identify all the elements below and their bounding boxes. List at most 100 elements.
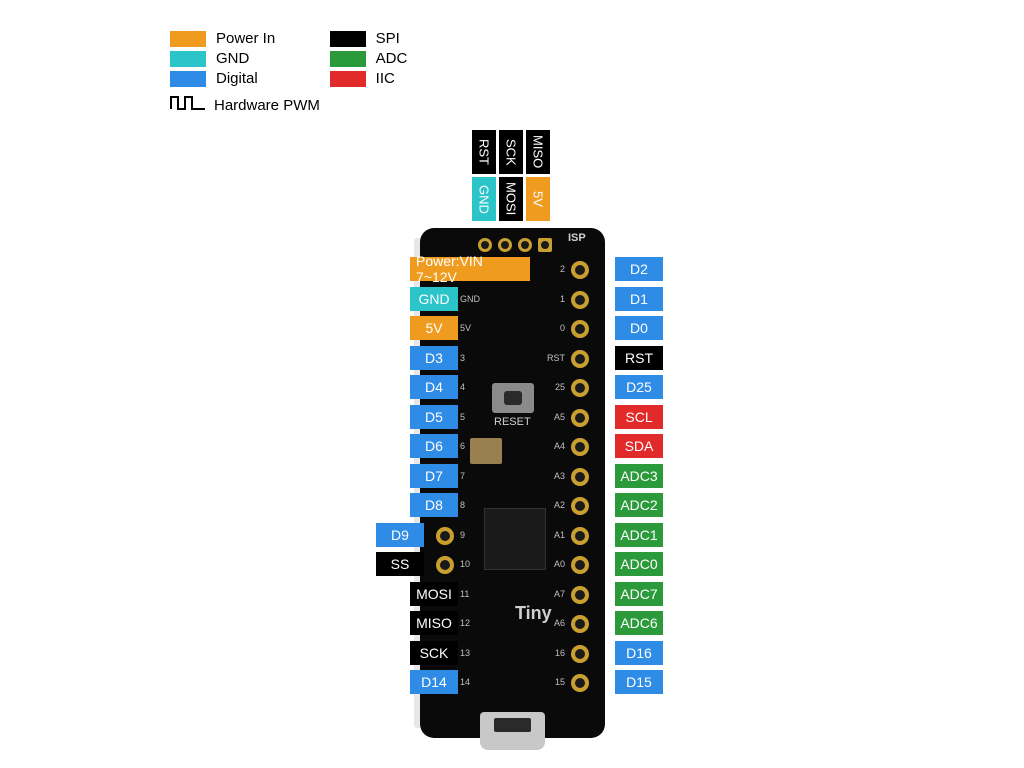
isp-silkscreen: ISP: [568, 232, 586, 244]
pin-silkscreen: 2: [560, 264, 565, 274]
legend-col-1: Power In GND Digital: [170, 30, 275, 90]
pin-silkscreen: 11: [460, 589, 469, 599]
legend-swatch: [330, 51, 366, 67]
pin-hole: A0: [571, 556, 589, 574]
pin-silkscreen: 9: [460, 530, 465, 540]
pin-hole: 2: [571, 261, 589, 279]
pin-label: SCL: [615, 405, 663, 429]
pin-silkscreen: 10: [460, 559, 470, 569]
pin-label: ADC7: [615, 582, 663, 606]
pin-silkscreen: 5: [460, 412, 465, 422]
legend-label: Hardware PWM: [214, 97, 320, 114]
pin-label: D2: [615, 257, 663, 281]
pin-hole: RST: [571, 350, 589, 368]
crystal-icon: [470, 438, 502, 464]
board-name: Tiny: [515, 603, 552, 624]
pin-silkscreen: A6: [554, 618, 565, 628]
pin-silkscreen: A4: [554, 441, 565, 451]
legend-swatch: [330, 31, 366, 47]
legend-swatch: [330, 71, 366, 87]
pin-silkscreen: 3: [460, 353, 465, 363]
pin-label-sck: SCK: [499, 130, 523, 174]
pin-silkscreen: 15: [555, 677, 565, 687]
pin-silkscreen: GND: [460, 294, 480, 304]
pin-silkscreen: RST: [547, 353, 565, 363]
pin-silkscreen: 0: [560, 323, 565, 333]
isp-header: [478, 238, 552, 252]
pin-silkscreen: 5V: [460, 323, 471, 333]
mcu-chip-icon: [484, 508, 546, 570]
isp-pin: [498, 238, 512, 252]
pin-label: SCK: [410, 641, 458, 665]
pin-hole: 10: [436, 556, 454, 574]
pin-silkscreen: A1: [554, 530, 565, 540]
pin-silkscreen: A7: [554, 589, 565, 599]
isp-pin: [518, 238, 532, 252]
pin-hole: 25: [571, 379, 589, 397]
isp-col: SCK MOSI: [499, 130, 523, 221]
pin-label: MOSI: [410, 582, 458, 606]
isp-col: MISO 5V: [526, 130, 550, 221]
legend-item: ADC: [330, 50, 408, 67]
legend-label: Digital: [216, 70, 258, 87]
isp-pin: [538, 238, 552, 252]
pin-label: D1: [615, 287, 663, 311]
pin-hole: A7: [571, 586, 589, 604]
pin-column-right: 210RST25A5A4A3A2A1A0A7A61615: [571, 261, 589, 704]
pin-label-row: D10SS: [376, 552, 410, 576]
pin-label: ADC1: [615, 523, 663, 547]
pin-silkscreen: 14: [460, 677, 470, 687]
pin-label: 5V: [410, 316, 458, 340]
pin-label: GND: [410, 287, 458, 311]
pin-label: SDA: [615, 434, 663, 458]
pin-label: MISO: [410, 611, 458, 635]
pin-label: RST: [615, 346, 663, 370]
pin-label-gnd: GND: [472, 177, 496, 221]
pin-hole: A3: [571, 468, 589, 486]
legend-col-2: SPI ADC IIC: [330, 30, 408, 90]
reset-button: [492, 383, 534, 413]
isp-pin: [478, 238, 492, 252]
legend-swatch: [170, 71, 206, 87]
legend-swatch: [170, 51, 206, 67]
pin-label: D7: [410, 464, 458, 488]
legend-pwm: Hardware PWM: [170, 95, 457, 116]
pin-silkscreen: 16: [555, 648, 565, 658]
legend-item: IIC: [330, 70, 408, 87]
pin-label: D4: [410, 375, 458, 399]
pin-silkscreen: 7: [460, 471, 465, 481]
legend-label: ADC: [376, 50, 408, 67]
pin-label: D15: [615, 670, 663, 694]
pin-silkscreen: 8: [460, 500, 465, 510]
pin-label-miso: MISO: [526, 130, 550, 174]
isp-labels: RST GND SCK MOSI MISO 5V: [472, 130, 550, 221]
pin-hole: A1: [571, 527, 589, 545]
pin-hole: A2: [571, 497, 589, 515]
pin-silkscreen: 4: [460, 382, 465, 392]
pin-hole: A6: [571, 615, 589, 633]
pin-label: Power:VIN 7~12V: [410, 257, 530, 281]
pin-silkscreen: A5: [554, 412, 565, 422]
legend-label: IIC: [376, 70, 395, 87]
pin-silkscreen: A2: [554, 500, 565, 510]
pin-hole: 9: [436, 527, 454, 545]
pin-label: D9: [376, 523, 424, 547]
pin-hole: 16: [571, 645, 589, 663]
pin-label: D6: [410, 434, 458, 458]
pin-silkscreen: 25: [555, 382, 565, 392]
legend-swatch: [170, 31, 206, 47]
pin-silkscreen: 1: [560, 294, 565, 304]
legend-item: Power In: [170, 30, 275, 47]
pin-label: ADC2: [615, 493, 663, 517]
legend: Power In GND Digital SPI ADC IIC Hardwar…: [170, 30, 457, 119]
pin-label: D25: [615, 375, 663, 399]
pin-hole: A4: [571, 438, 589, 456]
pin-label-rst: RST: [472, 130, 496, 174]
legend-label: GND: [216, 50, 249, 67]
pin-silkscreen: A0: [554, 559, 565, 569]
pin-label: D3: [410, 346, 458, 370]
pin-label: ADC6: [615, 611, 663, 635]
legend-item: GND: [170, 50, 275, 67]
pin-hole: 15: [571, 674, 589, 692]
legend-label: Power In: [216, 30, 275, 47]
